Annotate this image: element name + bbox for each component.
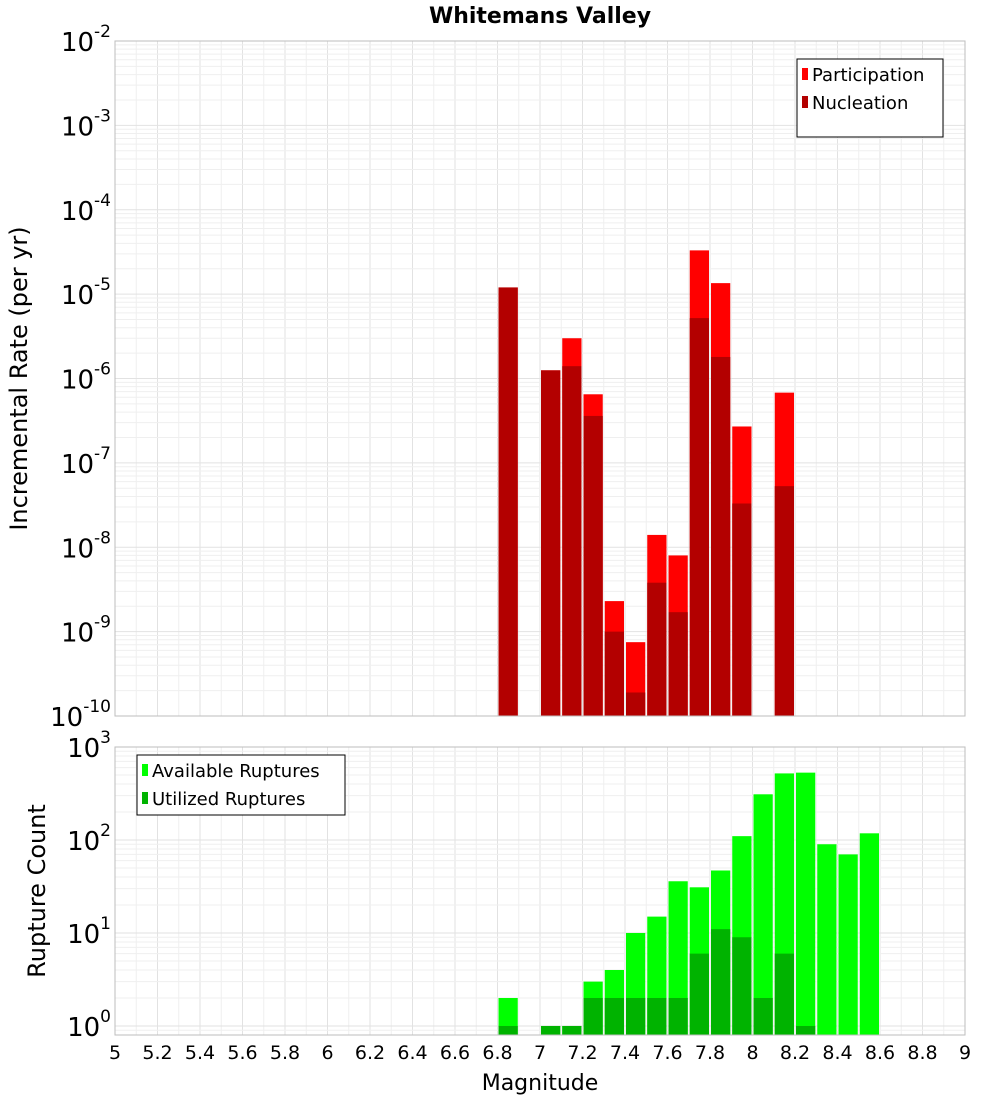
- x-tick-label: 8: [746, 1042, 758, 1064]
- bar-nucleation: [498, 287, 518, 716]
- bar-available-ruptures: [817, 844, 837, 1035]
- bar-utilized-ruptures: [753, 997, 773, 1035]
- x-tick-label: 6.4: [397, 1042, 427, 1064]
- y-tick-label: 10-4: [61, 191, 111, 227]
- bar-utilized-ruptures: [711, 929, 731, 1035]
- x-tick-label: 8.2: [780, 1042, 810, 1064]
- y-tick-label: 10-7: [61, 444, 111, 480]
- x-tick-label: 7.8: [695, 1042, 725, 1064]
- x-tick-label: 6.2: [355, 1042, 385, 1064]
- y-axis-label: Rupture Count: [23, 804, 51, 978]
- legend-box: [136, 754, 346, 816]
- y-tick-label: 10-6: [61, 360, 111, 396]
- bar-utilized-ruptures: [689, 953, 709, 1035]
- bar-utilized-ruptures: [562, 1025, 582, 1035]
- bar-utilized-ruptures: [732, 937, 752, 1035]
- legend-swatch: [802, 68, 808, 80]
- x-tick-label: 8.8: [907, 1042, 937, 1064]
- x-tick-label: 5.2: [142, 1042, 172, 1064]
- legend-box: [796, 58, 944, 138]
- bar-utilized-ruptures: [796, 1025, 816, 1035]
- legend-swatch: [802, 96, 808, 108]
- bar-nucleation: [774, 486, 794, 716]
- y-tick-label: 10-3: [61, 106, 111, 142]
- plot-frame: [114, 40, 966, 717]
- y-tick-label: 10-9: [61, 613, 111, 649]
- x-tick-label: 5.6: [227, 1042, 257, 1064]
- x-tick-label: 5.8: [270, 1042, 300, 1064]
- bar-nucleation: [541, 370, 561, 716]
- x-tick-label: 7: [534, 1042, 546, 1064]
- bar-nucleation: [711, 356, 731, 716]
- legend-label: Available Ruptures: [152, 761, 320, 782]
- bar-utilized-ruptures: [498, 1025, 518, 1035]
- bar-utilized-ruptures: [626, 997, 646, 1035]
- legend-label: Utilized Ruptures: [152, 789, 305, 810]
- bar-available-ruptures: [668, 881, 688, 1035]
- legend-swatch: [142, 764, 148, 776]
- bar-available-ruptures: [838, 854, 858, 1035]
- bar-available-ruptures: [753, 794, 773, 1035]
- y-tick-label: 102: [67, 821, 111, 857]
- y-tick-label: 103: [67, 728, 111, 764]
- bar-utilized-ruptures: [583, 997, 603, 1035]
- legend-label: Nucleation: [812, 93, 908, 114]
- bar-utilized-ruptures: [541, 1025, 561, 1035]
- x-tick-label: 7.6: [652, 1042, 682, 1064]
- x-tick-label: 6.6: [440, 1042, 470, 1064]
- x-tick-label: 5.4: [185, 1042, 215, 1064]
- y-tick-label: 100: [67, 1007, 111, 1043]
- bar-available-ruptures: [498, 997, 518, 1035]
- x-axis-label: Magnitude: [482, 1071, 599, 1096]
- bar-available-ruptures: [859, 833, 879, 1035]
- bar-nucleation: [647, 582, 667, 716]
- x-tick-label: 7.2: [567, 1042, 597, 1064]
- y-tick-label: 10-5: [61, 275, 111, 311]
- bar-utilized-ruptures: [604, 997, 624, 1035]
- bar-nucleation: [604, 631, 624, 716]
- bar-utilized-ruptures: [774, 953, 794, 1035]
- legend-swatch: [142, 792, 148, 804]
- x-tick-label: 9: [959, 1042, 971, 1064]
- bar-utilized-ruptures: [647, 997, 667, 1035]
- x-tick-label: 6: [321, 1042, 333, 1064]
- x-tick-label: 5: [109, 1042, 121, 1064]
- y-tick-label: 10-10: [50, 697, 111, 733]
- bar-nucleation: [626, 692, 646, 716]
- bar-utilized-ruptures: [668, 997, 688, 1035]
- bar-nucleation: [732, 503, 752, 716]
- y-axis-label: Incremental Rate (per yr): [5, 226, 33, 530]
- bar-nucleation: [583, 415, 603, 716]
- chart-title: Whitemans Valley: [429, 4, 651, 29]
- plot-frame: [114, 746, 966, 1036]
- bar-nucleation: [668, 612, 688, 716]
- x-tick-label: 8.4: [822, 1042, 852, 1064]
- bar-nucleation: [689, 318, 709, 716]
- x-tick-label: 8.6: [865, 1042, 895, 1064]
- y-tick-label: 101: [67, 914, 111, 950]
- y-tick-label: 10-2: [61, 22, 111, 58]
- x-tick-label: 6.8: [482, 1042, 512, 1064]
- x-tick-label: 7.4: [610, 1042, 640, 1064]
- bar-available-ruptures: [796, 772, 816, 1035]
- bar-nucleation: [562, 366, 582, 716]
- legend-label: Participation: [812, 65, 924, 86]
- y-tick-label: 10-8: [61, 528, 111, 564]
